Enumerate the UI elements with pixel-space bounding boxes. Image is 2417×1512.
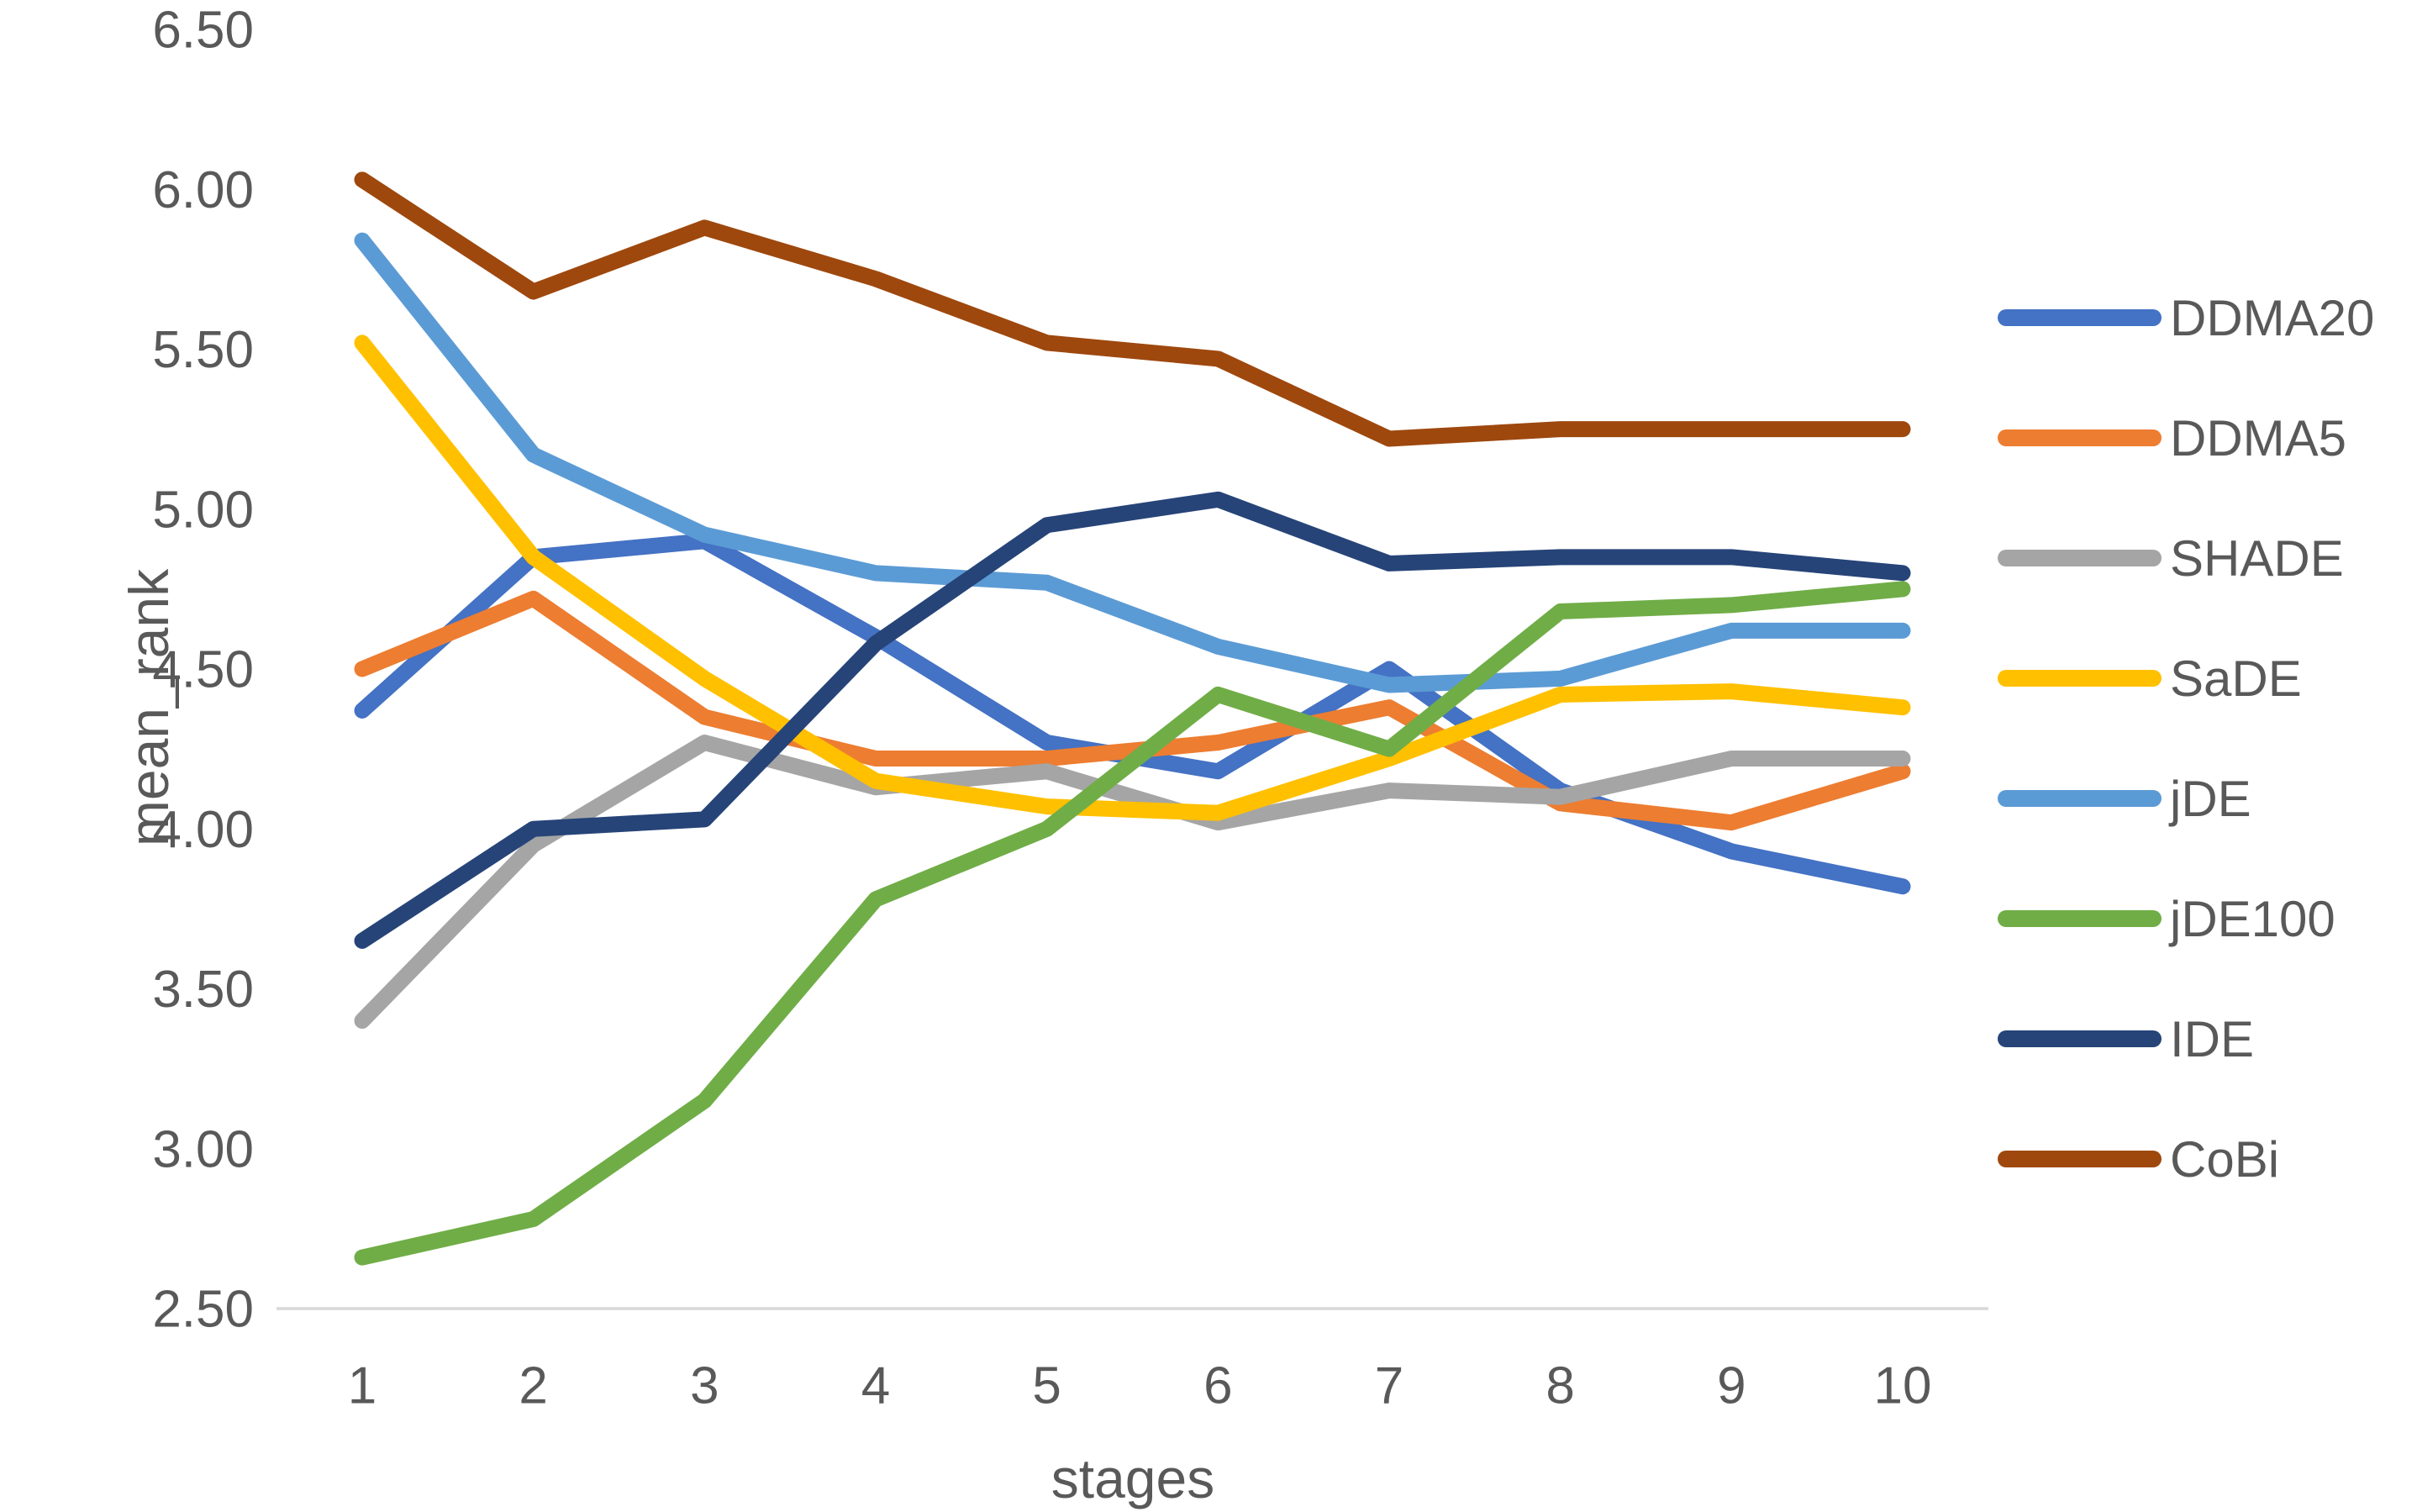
y-tick-label: 3.50 [152,961,254,1019]
y-tick-label: 4.50 [152,641,254,699]
series-line-SaDE [354,335,1911,821]
x-tick-label: 5 [1032,1357,1061,1415]
legend-label-IDE: IDE [2170,1011,2254,1067]
y-tick-label: 2.50 [152,1281,254,1339]
x-tick-label: 7 [1375,1357,1403,1415]
legend-label-SHADE: SHADE [2170,530,2344,587]
x-tick-label: 1 [348,1357,377,1415]
y-tick-label: 4.00 [152,801,254,859]
legend-label-SaDE: SaDE [2170,651,2302,707]
x-axis-title: stages [1051,1447,1215,1509]
series-line-jDE100 [354,581,1911,1266]
legend-label-jDE: jDE [2168,771,2251,827]
legend-label-DDMA5: DDMA5 [2170,410,2346,466]
series-line-DDMA5 [354,590,1911,831]
y-axis-title: mean_rank [118,568,181,847]
legend-label-jDE100: jDE100 [2168,891,2335,947]
y-tick-label: 3.00 [152,1120,254,1178]
series-line-jDE [354,232,1911,693]
y-tick-label: 5.00 [152,481,254,539]
series-line-SHADE [354,735,1911,1030]
x-tick-label: 4 [861,1357,890,1415]
x-tick-label: 9 [1717,1357,1746,1415]
y-tick-label: 5.50 [152,321,254,379]
series-line-CoBi [354,171,1911,447]
x-tick-label: 2 [519,1357,547,1415]
series-line-IDE [354,491,1911,949]
x-tick-label: 6 [1203,1357,1232,1415]
x-tick-label: 8 [1546,1357,1574,1415]
x-tick-label: 3 [690,1357,719,1415]
x-tick-label: 10 [1874,1357,1932,1415]
y-tick-label: 6.50 [152,2,254,60]
y-tick-label: 6.00 [152,161,254,219]
legend-label-CoBi: CoBi [2170,1131,2279,1188]
legend-label-DDMA20: DDMA20 [2170,290,2374,346]
